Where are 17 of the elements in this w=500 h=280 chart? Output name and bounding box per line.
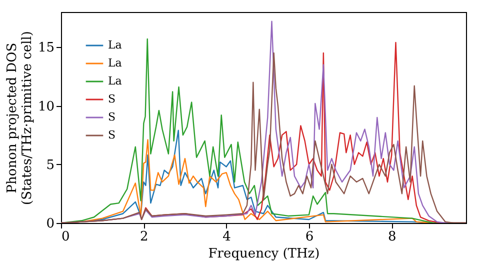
x-tick-label: 8: [388, 230, 396, 244]
y-tick-label: 15: [38, 40, 54, 56]
x-tick-label: 4: [222, 230, 231, 244]
y-tick-label: 5: [46, 158, 54, 173]
y-tick-label: 0: [46, 216, 54, 232]
x-tick-label: 6: [305, 230, 314, 244]
legend-label: La: [108, 56, 122, 70]
y-axis-title: Phonon projected DOS (States/THz·primitive cell): [4, 30, 35, 206]
y-tick-label: 10: [38, 99, 54, 114]
x-tick-label: 2: [140, 230, 148, 244]
x-tick-label: 0: [62, 230, 70, 244]
x-axis-title: Frequency (THz): [208, 246, 320, 262]
legend-label: S: [108, 110, 116, 124]
legend-label: La: [108, 74, 122, 88]
legend-label: La: [108, 38, 122, 52]
legend-label: S: [108, 128, 116, 142]
legend-label: S: [108, 92, 116, 106]
